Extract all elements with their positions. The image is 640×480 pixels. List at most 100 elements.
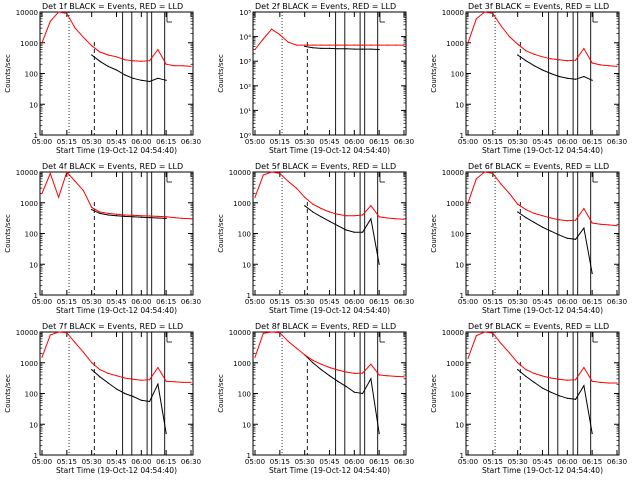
lld-point	[173, 217, 175, 219]
x-tick-label: 06:30	[607, 138, 627, 146]
x-tick-label: 05:15	[57, 458, 77, 466]
lld-point	[525, 50, 527, 52]
lld-point	[575, 219, 577, 221]
events-point	[115, 215, 118, 217]
y-tick-label: 10	[455, 261, 464, 269]
events-point	[533, 221, 535, 223]
lld-point	[41, 356, 43, 358]
lld-point	[107, 372, 109, 374]
x-tick-label: 06:15	[582, 138, 602, 146]
events-point	[132, 77, 134, 79]
x-tick-label: 05:15	[483, 298, 503, 306]
x-tick-label: 06:15	[582, 298, 602, 306]
lld-point	[467, 357, 469, 359]
lld-point	[378, 374, 380, 376]
lld-point	[279, 172, 281, 174]
x-tick-label: 05:30	[295, 138, 315, 146]
y-tick-label: 10	[29, 421, 38, 429]
y-tick-label: 1	[460, 132, 464, 140]
panel-4: Det 4f BLACK = Events, RED = LLD 1 10 100 10…	[4, 162, 201, 315]
x-tick-label: 06:30	[394, 138, 414, 146]
lld-point	[149, 215, 151, 217]
lld-point	[295, 187, 297, 189]
y-tick-label: 100	[451, 71, 464, 79]
lld-point	[287, 180, 289, 182]
events-point	[541, 226, 544, 228]
events-point	[353, 48, 355, 50]
lld-point	[517, 203, 519, 205]
events-point	[328, 47, 331, 50]
events-point	[575, 398, 577, 400]
x-tick-label: 05:00	[32, 458, 52, 466]
x-tick-label: 05:45	[319, 138, 339, 146]
lld-point	[370, 363, 372, 365]
plot-frame	[39, 331, 194, 456]
events-point	[140, 216, 142, 218]
lld-point	[362, 44, 364, 46]
lld-point	[500, 343, 502, 345]
events-point	[132, 216, 134, 218]
lld-point	[124, 214, 126, 216]
events-point	[91, 54, 93, 56]
lld-point	[550, 217, 552, 219]
lld-point	[395, 375, 397, 377]
lld-point	[558, 219, 560, 221]
y-tick-label: 10000	[16, 329, 38, 337]
lld-point	[583, 47, 585, 50]
lld-point	[157, 366, 159, 369]
x-tick-label: 05:00	[458, 458, 478, 466]
events-point	[312, 362, 314, 364]
x-tick-label: 06:30	[181, 298, 201, 306]
lld-point	[254, 356, 256, 358]
events-point	[591, 272, 593, 275]
lld-point	[566, 60, 568, 62]
lld-point	[41, 42, 43, 44]
events-point	[165, 79, 167, 81]
lld-point	[82, 36, 84, 38]
lld-series-line	[467, 11, 618, 67]
events-point	[566, 77, 568, 79]
lld-point	[304, 196, 306, 198]
events-point	[558, 395, 560, 397]
events-point	[165, 432, 167, 435]
lld-point	[312, 203, 314, 205]
x-tick-label: 05:00	[32, 138, 52, 146]
lld-point	[337, 369, 339, 371]
x-axis-label: Start Time (19-Oct-12 04:54:40)	[269, 146, 390, 155]
events-point	[353, 391, 355, 393]
x-tick-label: 05:15	[483, 138, 503, 146]
events-point	[328, 220, 331, 222]
y-tick-label: 1000	[446, 40, 464, 48]
lld-point	[386, 375, 388, 377]
events-point	[115, 69, 118, 71]
lld-point	[337, 213, 339, 215]
y-axis-label: Counts/sec	[4, 214, 12, 253]
events-series-line	[304, 205, 380, 265]
y-tick-label: 1000	[20, 360, 38, 368]
events-point	[337, 225, 339, 227]
lld-point	[362, 214, 364, 216]
x-tick-label: 05:00	[32, 298, 52, 306]
events-point	[157, 77, 159, 79]
y-tick-label: 1000	[233, 200, 251, 208]
panel-1: Det 1f BLACK = Events, RED = LLD 1 10 100 10…	[4, 2, 201, 155]
events-point	[91, 209, 93, 211]
lld-point	[608, 224, 610, 226]
lld-point	[370, 205, 372, 207]
lld-point	[99, 211, 101, 213]
lld-point	[558, 59, 560, 61]
events-point	[304, 205, 306, 207]
events-point	[370, 48, 372, 50]
lld-point	[124, 377, 126, 379]
events-point	[124, 392, 126, 395]
x-tick-label: 06:30	[607, 298, 627, 306]
events-point	[107, 214, 109, 216]
events-point	[370, 378, 372, 380]
lld-point	[475, 18, 477, 20]
x-tick-label: 05:30	[295, 458, 315, 466]
panel-9: Det 9f BLACK = Events, RED = LLD 1 10 100 10…	[430, 322, 627, 475]
x-tick-label: 05:30	[82, 138, 102, 146]
events-point	[550, 72, 552, 75]
x-tick-label: 06:15	[582, 458, 602, 466]
events-point	[533, 381, 535, 383]
